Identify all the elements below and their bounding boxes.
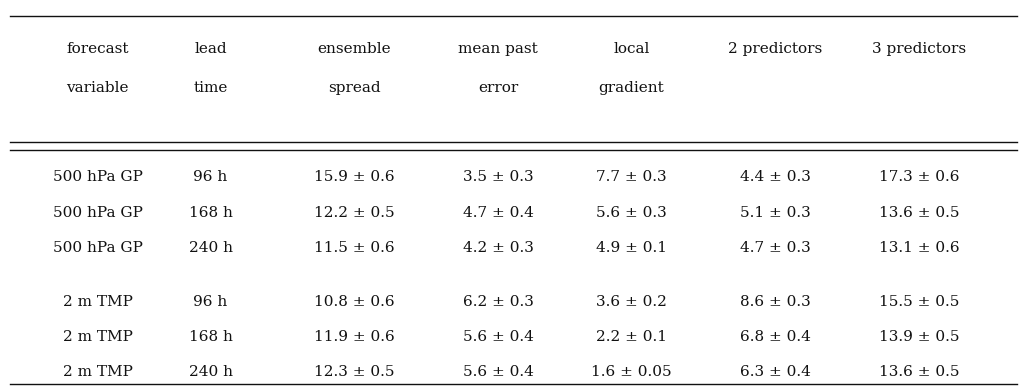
Text: local: local xyxy=(613,42,650,56)
Text: 15.9 ± 0.6: 15.9 ± 0.6 xyxy=(314,170,394,184)
Text: 7.7 ± 0.3: 7.7 ± 0.3 xyxy=(597,170,667,184)
Text: 500 hPa GP: 500 hPa GP xyxy=(52,241,143,255)
Text: 168 h: 168 h xyxy=(189,206,232,220)
Text: 1.6 ± 0.05: 1.6 ± 0.05 xyxy=(592,365,672,379)
Text: 2 m TMP: 2 m TMP xyxy=(63,365,132,379)
Text: 4.9 ± 0.1: 4.9 ± 0.1 xyxy=(596,241,668,255)
Text: 3.6 ± 0.2: 3.6 ± 0.2 xyxy=(596,295,668,309)
Text: 5.6 ± 0.3: 5.6 ± 0.3 xyxy=(597,206,667,220)
Text: lead: lead xyxy=(194,42,227,56)
Text: 13.1 ± 0.6: 13.1 ± 0.6 xyxy=(879,241,959,255)
Text: 13.6 ± 0.5: 13.6 ± 0.5 xyxy=(879,365,959,379)
Text: variable: variable xyxy=(67,81,128,95)
Text: 4.4 ± 0.3: 4.4 ± 0.3 xyxy=(739,170,811,184)
Text: ensemble: ensemble xyxy=(317,42,391,56)
Text: 12.3 ± 0.5: 12.3 ± 0.5 xyxy=(314,365,394,379)
Text: 8.6 ± 0.3: 8.6 ± 0.3 xyxy=(740,295,810,309)
Text: mean past: mean past xyxy=(458,42,538,56)
Text: 12.2 ± 0.5: 12.2 ± 0.5 xyxy=(314,206,394,220)
Text: 13.6 ± 0.5: 13.6 ± 0.5 xyxy=(879,206,959,220)
Text: 2 m TMP: 2 m TMP xyxy=(63,330,132,344)
Text: 4.2 ± 0.3: 4.2 ± 0.3 xyxy=(462,241,534,255)
Text: error: error xyxy=(478,81,519,95)
Text: 4.7 ± 0.3: 4.7 ± 0.3 xyxy=(740,241,810,255)
Text: 500 hPa GP: 500 hPa GP xyxy=(52,170,143,184)
Text: 5.1 ± 0.3: 5.1 ± 0.3 xyxy=(740,206,810,220)
Text: 2 predictors: 2 predictors xyxy=(728,42,823,56)
Text: 3 predictors: 3 predictors xyxy=(872,42,966,56)
Text: 240 h: 240 h xyxy=(189,241,232,255)
Text: 6.8 ± 0.4: 6.8 ± 0.4 xyxy=(739,330,811,344)
Text: 96 h: 96 h xyxy=(193,170,228,184)
Text: 5.6 ± 0.4: 5.6 ± 0.4 xyxy=(462,365,534,379)
Text: 13.9 ± 0.5: 13.9 ± 0.5 xyxy=(879,330,959,344)
Text: 3.5 ± 0.3: 3.5 ± 0.3 xyxy=(463,170,533,184)
Text: forecast: forecast xyxy=(67,42,128,56)
Text: 4.7 ± 0.4: 4.7 ± 0.4 xyxy=(462,206,534,220)
Text: 168 h: 168 h xyxy=(189,330,232,344)
Text: 6.3 ± 0.4: 6.3 ± 0.4 xyxy=(739,365,811,379)
Text: 2.2 ± 0.1: 2.2 ± 0.1 xyxy=(596,330,668,344)
Text: 240 h: 240 h xyxy=(189,365,232,379)
Text: 10.8 ± 0.6: 10.8 ± 0.6 xyxy=(314,295,394,309)
Text: spread: spread xyxy=(328,81,381,95)
Text: gradient: gradient xyxy=(599,81,664,95)
Text: 11.9 ± 0.6: 11.9 ± 0.6 xyxy=(314,330,394,344)
Text: 500 hPa GP: 500 hPa GP xyxy=(52,206,143,220)
Text: 2 m TMP: 2 m TMP xyxy=(63,295,132,309)
Text: 5.6 ± 0.4: 5.6 ± 0.4 xyxy=(462,330,534,344)
Text: 6.2 ± 0.3: 6.2 ± 0.3 xyxy=(462,295,534,309)
Text: time: time xyxy=(193,81,228,95)
Text: 15.5 ± 0.5: 15.5 ± 0.5 xyxy=(879,295,959,309)
Text: 96 h: 96 h xyxy=(193,295,228,309)
Text: 11.5 ± 0.6: 11.5 ± 0.6 xyxy=(314,241,394,255)
Text: 17.3 ± 0.6: 17.3 ± 0.6 xyxy=(879,170,959,184)
